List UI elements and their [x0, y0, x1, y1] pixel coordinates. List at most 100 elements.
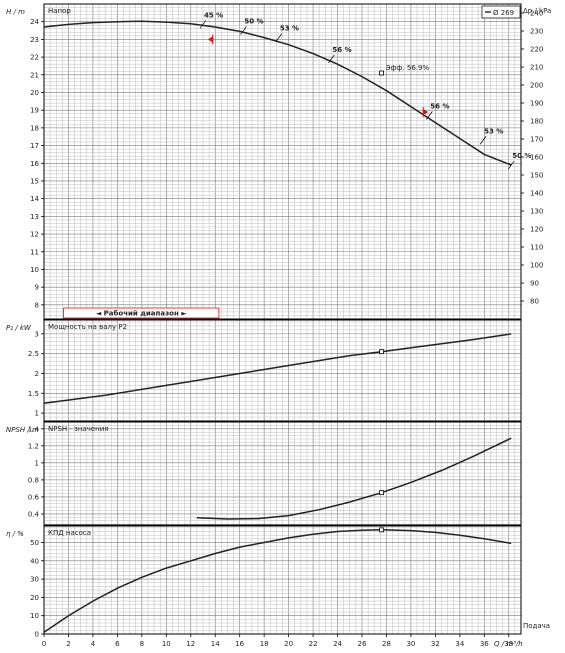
- y-tick-label: 17: [30, 142, 39, 150]
- efficiency-label: 53 %: [280, 25, 299, 33]
- efficiency-label: 50 %: [512, 152, 531, 160]
- y-tick-label: 3: [35, 330, 39, 338]
- operating-point: [379, 490, 384, 496]
- x-tick-label: 26: [358, 640, 367, 648]
- y2-tick-label: 200: [530, 82, 543, 90]
- y2-axis-label: Δp / kPa: [523, 7, 551, 15]
- efficiency-tick: [425, 111, 433, 120]
- efficiency-label: 45 %: [204, 11, 223, 19]
- y-tick-label: 0.6: [28, 493, 40, 501]
- x-tick-label: 24: [333, 640, 342, 648]
- y-tick-label: 18: [30, 124, 39, 132]
- frame-layer: [41, 3, 524, 637]
- panel-title: NPSH - значения: [48, 425, 109, 433]
- y-tick-label: 20: [30, 594, 39, 602]
- panel-title: Мощность на валу P2: [48, 323, 127, 331]
- efficiency-label: 56 %: [430, 102, 449, 110]
- y-tick-label: 30: [30, 576, 39, 584]
- efficiency-label: 50 %: [244, 18, 263, 26]
- y-tick-label: 12: [30, 231, 39, 239]
- y-tick-label: 1.4: [28, 425, 40, 433]
- x-tick-label: 28: [382, 640, 391, 648]
- operating-range-label: ◄ Рабочий диапазон ►: [96, 310, 187, 318]
- y-tick-label: 1.5: [28, 390, 39, 398]
- y-tick-label: 2: [35, 370, 39, 378]
- operating-point: [379, 349, 384, 355]
- legend-box: [481, 5, 521, 19]
- y2-tick-label: 210: [530, 64, 543, 72]
- y2-tick-label: 220: [530, 46, 543, 54]
- y2-tick-label: 150: [530, 172, 543, 180]
- x-tick-label: 2: [66, 640, 70, 648]
- panel-frame: [43, 3, 522, 320]
- series-line: [196, 437, 512, 520]
- y2-tick-label: 190: [530, 100, 543, 108]
- y2-tick-label: 110: [530, 244, 543, 252]
- x-tick-label: 36: [480, 640, 489, 648]
- curve-layer: [43, 5, 521, 633]
- y2-tick-label: 140: [530, 190, 543, 198]
- y-tick-label: 10: [30, 612, 39, 620]
- y2-tick-label: 180: [530, 118, 543, 126]
- x-side-label: Подача: [523, 622, 550, 630]
- y-tick-label: 10: [30, 266, 39, 274]
- x-tick-label: 14: [211, 640, 220, 648]
- y-tick-label: 24: [30, 18, 39, 26]
- y2-tick-label: 130: [530, 208, 543, 216]
- x-tick-label: 16: [235, 640, 244, 648]
- y2-tick-label: 120: [530, 226, 543, 234]
- x-tick-label: 0: [42, 640, 46, 648]
- best-efficiency-label: Эфф. 56.9%: [386, 64, 430, 72]
- range-limit-marker: [207, 36, 213, 43]
- efficiency-tick: [240, 26, 247, 35]
- y-axis-label: NPSH / m: [6, 426, 39, 434]
- y-tick-label: 22: [30, 54, 39, 62]
- x-tick-label: 8: [140, 640, 144, 648]
- range-limit-marker: [423, 108, 429, 115]
- x-axis-label: Q / m³/h: [494, 640, 523, 648]
- series-line: [43, 529, 512, 633]
- y2-tick-label: 90: [530, 280, 539, 288]
- y-tick-label: 20: [30, 89, 39, 97]
- y2-tick-label: 100: [530, 262, 543, 270]
- panel-frame: [43, 421, 522, 526]
- efficiency-tick: [328, 54, 335, 64]
- efficiency-label: 56 %: [332, 46, 351, 54]
- panel-frame: [43, 319, 522, 422]
- y2-tick-label: 160: [530, 154, 543, 162]
- y-tick-label: 13: [30, 213, 39, 221]
- efficiency-tick: [507, 160, 515, 170]
- legend-label: Ø 269: [493, 9, 514, 17]
- x-tick-label: 30: [406, 640, 415, 648]
- y2-tick-label: 230: [530, 28, 543, 36]
- y-tick-label: 11: [30, 248, 39, 256]
- y-tick-label: 19: [30, 107, 39, 115]
- y-tick-label: 14: [30, 195, 39, 203]
- panel-title: КПД насоса: [48, 529, 91, 537]
- y-tick-label: 9: [35, 284, 39, 292]
- operating-point: [379, 70, 384, 76]
- x-tick-label: 38: [504, 640, 513, 648]
- y-tick-label: 1: [35, 410, 39, 418]
- x-tick-label: 34: [455, 640, 464, 648]
- operating-range-box: [63, 307, 220, 319]
- y-axis-label: η / %: [6, 530, 24, 538]
- y-tick-label: 0.8: [28, 476, 39, 484]
- x-tick-label: 20: [284, 640, 293, 648]
- x-tick-label: 4: [91, 640, 96, 648]
- y-axis-label: H / m: [6, 8, 25, 16]
- grid-layer: [43, 3, 522, 635]
- efficiency-label: 53 %: [484, 127, 503, 135]
- y-tick-label: 1.2: [28, 442, 39, 450]
- y-tick-label: 23: [30, 36, 39, 44]
- x-tick-label: 32: [431, 640, 440, 648]
- y-axis-label: P₂ / kW: [6, 324, 32, 332]
- x-tick-label: 12: [186, 640, 195, 648]
- x-tick-label: 6: [115, 640, 120, 648]
- y-tick-label: 15: [30, 177, 39, 185]
- efficiency-tick: [479, 136, 487, 145]
- y-tick-label: 0.4: [28, 510, 40, 518]
- panel-frame: [43, 525, 522, 635]
- y-tick-label: 40: [30, 557, 39, 565]
